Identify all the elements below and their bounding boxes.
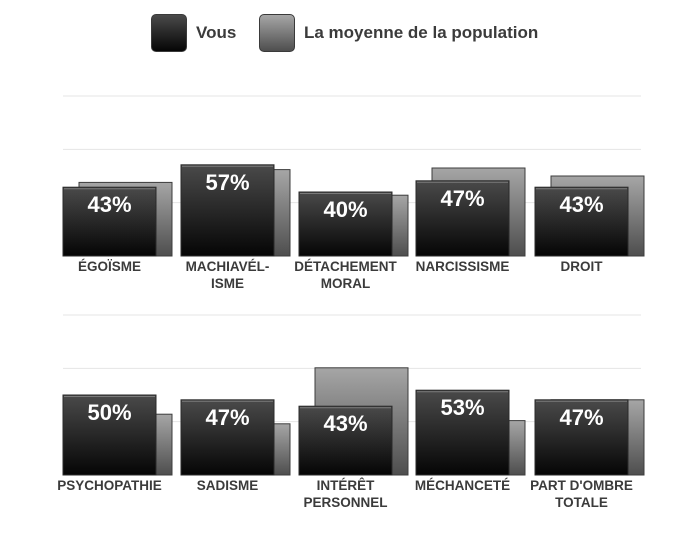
category-label-part-d-ombre-totale: PART D'OMBRE TOTALE <box>530 478 633 510</box>
value-label-egoisme: 43% <box>87 192 131 217</box>
value-label-detachement-moral: 40% <box>323 197 367 222</box>
bar-you-interet-personnel <box>298 405 393 476</box>
legend-swatch-you <box>151 14 187 52</box>
value-label-interet-personnel: 43% <box>323 411 367 436</box>
category-label-machiavel-isme: MACHIAVÉL-ISME <box>186 259 270 291</box>
legend-label-you: Vous <box>196 23 237 42</box>
legend-item-average: La moyenne de la population <box>259 12 538 54</box>
value-label-droit: 43% <box>559 192 603 217</box>
value-label-part-d-ombre-totale: 47% <box>559 405 603 430</box>
value-label-machiavel-isme: 57% <box>205 170 249 195</box>
chart-panel-2: 50% PSYCHOPATHIE 47% SADISME 43% INTÉRÊT PERSO… <box>57 314 645 510</box>
bar-you-mechancete <box>415 389 510 476</box>
category-label-mechancete: MÉCHANCETÉ <box>415 478 510 493</box>
category-label-interet-personnel: INTÉRÊT PERSONNEL <box>303 478 387 510</box>
category-label-sadisme: SADISME <box>197 478 259 493</box>
category-label-egoisme: ÉGOÏSME <box>78 259 141 274</box>
category-label-narcissisme: NARCISSISME <box>416 259 510 274</box>
category-label-droit: DROIT <box>561 259 604 274</box>
legend-swatch-average <box>259 14 295 52</box>
legend-label-average: La moyenne de la population <box>304 23 539 42</box>
category-label-psychopathie: PSYCHOPATHIE <box>57 478 162 493</box>
bar-you-sadisme <box>180 399 275 476</box>
bar-you-narcissisme <box>415 180 510 257</box>
bar-you-egoisme <box>62 186 157 257</box>
legend-item-you: Vous <box>151 12 236 54</box>
bar-you-droit <box>534 186 629 257</box>
value-label-narcissisme: 47% <box>440 186 484 211</box>
bar-you-detachement-moral <box>298 191 393 257</box>
value-label-psychopathie: 50% <box>87 400 131 425</box>
category-label-detachement-moral: DÉTACHEMENT MORAL <box>294 259 397 291</box>
legend: Vous La moyenne de la population <box>0 12 699 56</box>
chart-panel-1: 43% ÉGOÏSME 57% MACHIAVÉL-ISME 40% DÉTACHEMEN… <box>62 95 645 291</box>
bar-you-psychopathie <box>62 394 157 476</box>
bar-you-machiavel-isme <box>180 164 275 257</box>
value-label-sadisme: 47% <box>205 405 249 430</box>
bar-you-part-d-ombre-totale <box>534 399 629 476</box>
value-label-mechancete: 53% <box>440 395 484 420</box>
